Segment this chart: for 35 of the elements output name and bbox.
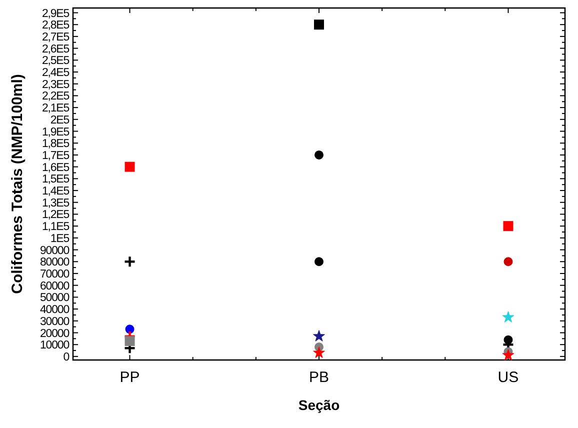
y-tick-label: 1,2E5 xyxy=(42,209,70,222)
y-tick-label: 2,9E5 xyxy=(42,8,70,20)
y-tick-label: 1,1E5 xyxy=(42,221,70,234)
y-tick-label: 2E5 xyxy=(50,114,70,126)
y-tick-label: 1E5 xyxy=(50,232,70,245)
y-tick-label: 2,5E5 xyxy=(42,55,70,68)
y-tick-label: 2,4E5 xyxy=(42,67,70,80)
y-tick-label: 1,7E5 xyxy=(42,150,70,162)
y-tick-label: 1,6E5 xyxy=(42,162,70,174)
y-tick-label: 0 xyxy=(63,351,70,364)
y-tick-label: 2,3E5 xyxy=(42,78,70,91)
y-tick-label: 1,3E5 xyxy=(42,197,70,210)
y-tick-label: 10000 xyxy=(40,340,70,352)
y-tick-label: 50000 xyxy=(40,292,70,304)
y-tick-label: 90000 xyxy=(40,244,70,257)
y-tick-label: 40000 xyxy=(40,304,70,316)
y-tick-label: 1,9E5 xyxy=(42,126,70,138)
y-tick-label: 70000 xyxy=(40,268,70,281)
y-tick-label: 1,4E5 xyxy=(42,186,70,198)
x-tick-label: PP xyxy=(120,369,140,386)
y-tick-label: 2,7E5 xyxy=(42,31,70,44)
x-axis-title: Seção xyxy=(298,397,340,413)
y-tick-label: 1,8E5 xyxy=(42,138,70,150)
y-tick-label: 2,8E5 xyxy=(42,20,70,32)
y-tick-label: 60000 xyxy=(40,280,70,292)
x-tick-label: US xyxy=(498,369,519,386)
y-tick-label: 20000 xyxy=(40,328,70,340)
y-tick-label: 80000 xyxy=(40,256,70,269)
y-tick-label: 2,1E5 xyxy=(42,102,70,115)
y-tick-label: 2,6E5 xyxy=(42,43,70,56)
x-tick-label: PB xyxy=(308,369,330,386)
y-axis-title: Coliformes Totais (NMP/100ml) xyxy=(9,74,26,294)
y-tick-label: 30000 xyxy=(40,316,70,328)
y-tick-label: 1,5E5 xyxy=(42,174,70,186)
y-tick-label: 2,2E5 xyxy=(42,90,70,103)
